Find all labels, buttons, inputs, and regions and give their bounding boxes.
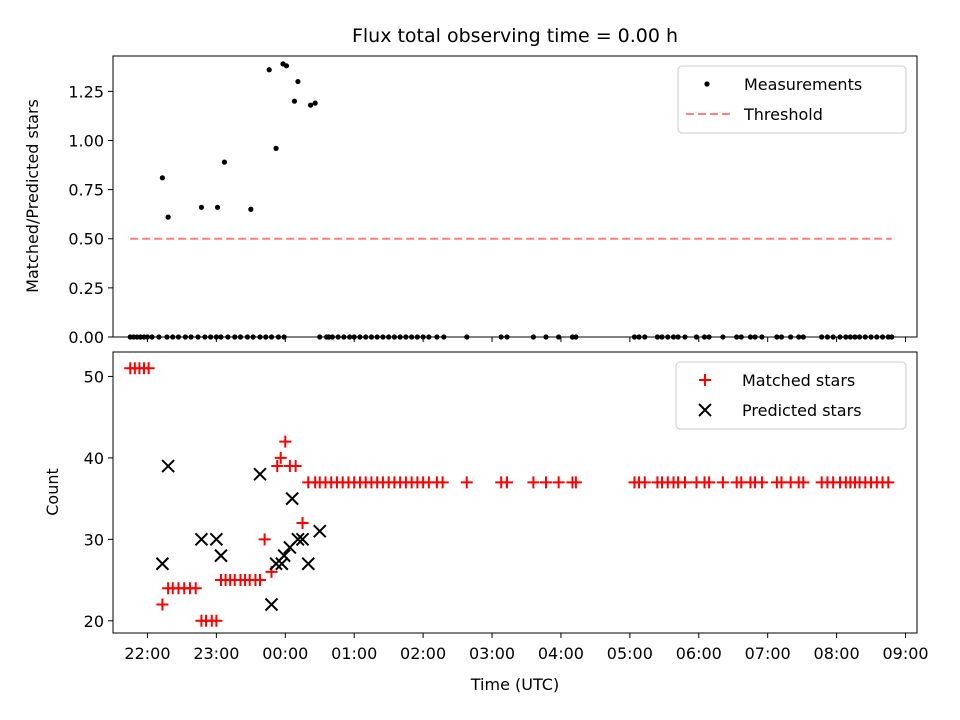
x-tick-label: 01:00 (331, 644, 377, 663)
measurement-point (291, 98, 298, 104)
predicted-star-point (253, 467, 267, 481)
top-y-tick-label: 1.00 (68, 131, 104, 150)
x-tick-label: 07:00 (745, 644, 791, 663)
matched-star-point (569, 476, 582, 489)
predicted-star-point (291, 532, 305, 547)
predicted-star-point (313, 524, 327, 538)
matched-star-point (296, 517, 309, 530)
top-panel: 0.00 0.25 0.50 0.75 1.00 1.25 Measurements Thre… (68, 55, 918, 347)
matched-star-point (716, 476, 729, 489)
measurement-point (266, 67, 272, 73)
measurement-point (165, 214, 171, 220)
measurement-point (214, 204, 221, 210)
x-tick-label: 23:00 (193, 644, 239, 663)
bottom-legend-box (675, 361, 907, 430)
predicted-star-point (264, 597, 279, 612)
measurement-point (273, 145, 279, 151)
bottom-y-tick-label: 40 (84, 449, 104, 468)
measurement-point (307, 102, 314, 108)
matched-star-point (436, 476, 449, 489)
bottom-plot-frame (112, 351, 918, 634)
predicted-star-point (285, 491, 299, 506)
x-tick-label: 03:00 (469, 644, 515, 663)
matched-star-point (797, 476, 810, 489)
matched-star-point (460, 476, 473, 489)
matched-star-point (279, 435, 292, 448)
bottom-y-tick-label: 50 (84, 367, 104, 386)
measurement-point (295, 78, 301, 85)
predicted-star-point (214, 548, 228, 563)
matched-star-point (703, 476, 716, 489)
x-tick-label: 22:00 (124, 644, 170, 663)
x-tick-label: 05:00 (607, 644, 653, 663)
matched-star-point (678, 476, 691, 489)
matched-star-point (258, 533, 271, 546)
top-y-axis-label: Matched/Predicted stars (23, 99, 42, 293)
bottom-y-axis-label: Count (43, 468, 62, 516)
matched-star-point (189, 582, 202, 595)
top-y-tick-label: 0.50 (68, 230, 104, 249)
measurement-point (159, 175, 165, 181)
matched-star-point (254, 574, 267, 587)
legend-matched-label: Matched stars (742, 371, 855, 390)
predicted-star-point (277, 548, 291, 563)
matched-star-point (271, 460, 284, 473)
matched-star-point (289, 460, 302, 473)
x-tick-label: 00:00 (262, 644, 308, 663)
legend-matched-marker (699, 374, 711, 386)
predicted-star-point (155, 557, 170, 571)
x-tick-label: 08:00 (814, 644, 860, 663)
measurement-point (283, 63, 290, 69)
matched-star-point (755, 476, 768, 489)
predicted-star-point (209, 532, 224, 547)
matched-star-point (540, 476, 553, 489)
predicted-star-point (295, 532, 310, 547)
matched-star-point (527, 476, 540, 489)
x-tick-label: 09:00 (882, 644, 928, 663)
top-plot-frame (112, 55, 918, 338)
legend-measurements-marker (704, 81, 710, 87)
legend-threshold-label: Threshold (743, 105, 823, 124)
bottom-y-tick-label: 30 (84, 530, 104, 549)
bottom-panel: 20 30 40 50 22:00 23:00 00:00 01:00 02:00 03:00 04… (84, 351, 929, 663)
predicted-star-point (301, 557, 315, 571)
matched-star-point (500, 476, 513, 489)
measurement-point (248, 206, 254, 212)
top-y-tick-label: 0.25 (68, 279, 104, 298)
x-tick-label: 06:00 (676, 644, 722, 663)
top-y-tick-label: 1.25 (68, 82, 104, 101)
x-tick-label: 04:00 (538, 644, 584, 663)
x-axis-label: Time (UTC) (470, 675, 559, 694)
x-tick-label: 02:00 (400, 644, 446, 663)
top-legend-box (677, 65, 907, 134)
predicted-star-point (161, 459, 175, 473)
matched-star-point (142, 362, 155, 375)
top-y-tick-label: 0.75 (68, 181, 104, 200)
matched-star-point (156, 598, 169, 611)
matched-star-point (882, 476, 895, 489)
legend-predicted-marker (698, 403, 712, 417)
predicted-star-point (194, 532, 209, 547)
matched-star-point (638, 476, 651, 489)
matched-star-point (552, 476, 565, 489)
measurement-point (221, 159, 228, 165)
predicted-star-point (275, 557, 289, 571)
legend-measurements-label: Measurements (744, 75, 862, 94)
bottom-y-tick-label: 20 (84, 612, 104, 631)
measurement-point (312, 100, 318, 106)
chart-title: Flux total observing time = 0.00 h (352, 25, 678, 47)
measurement-point (198, 204, 205, 210)
top-y-tick-label: 0.00 (68, 328, 104, 347)
matched-star-point (210, 614, 223, 627)
matched-star-point (274, 451, 287, 464)
legend-predicted-label: Predicted stars (742, 401, 862, 420)
